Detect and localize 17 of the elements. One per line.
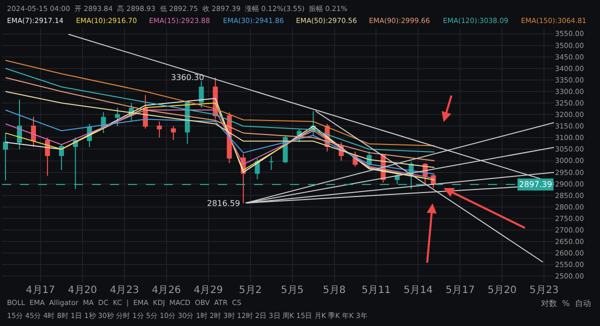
text: 对数 % 自动 — [541, 299, 591, 308]
x-tick-label: 4月20 — [68, 285, 97, 296]
x-tick-label: 4月23 — [110, 285, 139, 296]
x-tick-label: 4月17 — [26, 285, 56, 296]
x-tick-label: 5月23 — [530, 285, 559, 296]
annotation: 2816.59 — [207, 199, 240, 208]
x-tick-label: 4月29 — [194, 285, 223, 296]
x-tick-label: 5月8 — [322, 285, 346, 296]
x-tick-label: 5月2 — [238, 285, 262, 296]
annotation: 3360.30 — [171, 73, 204, 82]
x-tick-label: 5月20 — [488, 285, 517, 296]
x-tick-label: 5月5 — [280, 285, 304, 296]
x-tick-label: 5月14 — [404, 285, 433, 296]
x-tick-label: 5月17 — [446, 285, 475, 296]
ref-line-label: 2897.39 — [519, 180, 552, 189]
x-tick-label: 5月11 — [362, 285, 391, 296]
x-tick-label: 4月26 — [152, 285, 181, 296]
